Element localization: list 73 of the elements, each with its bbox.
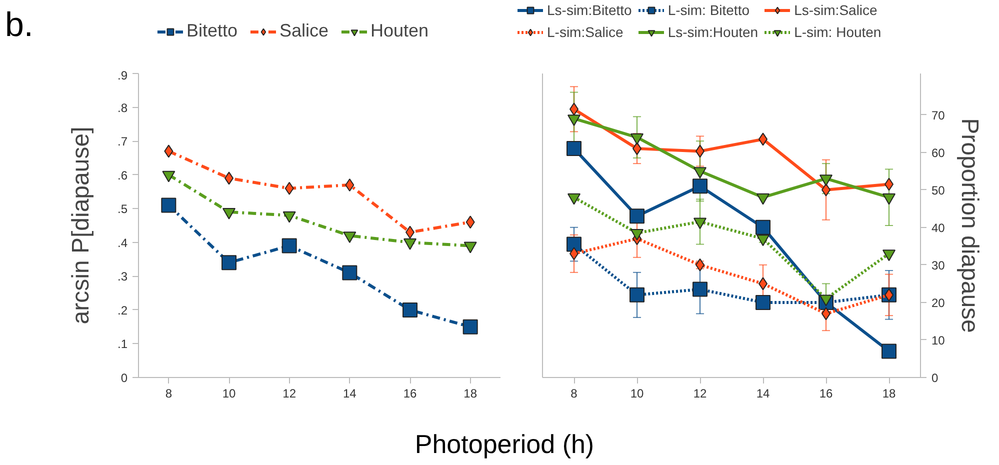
point	[222, 255, 236, 270]
x-axis-title: Photoperiod (h)	[414, 428, 594, 461]
y-tick-label: 0	[120, 371, 128, 385]
y2-tick-label: 0	[932, 371, 938, 385]
legend-label: Ls-sim:Salice	[794, 2, 878, 18]
point	[882, 250, 896, 262]
y-tick-label: .1	[117, 337, 128, 352]
legend-label: Salice	[279, 20, 329, 42]
y2-tick-label: 30	[932, 258, 946, 272]
x-tick-label: 12	[282, 386, 296, 400]
legend-label: L-sim: Houten	[794, 24, 882, 40]
point	[630, 287, 644, 302]
y2-tick-label: 60	[932, 146, 946, 160]
point	[630, 208, 644, 224]
point	[882, 193, 896, 205]
x-tick-label: 10	[222, 386, 236, 400]
point	[164, 144, 174, 158]
point	[820, 174, 832, 186]
point	[756, 294, 770, 310]
x-tick-label: 12	[693, 386, 707, 400]
point	[345, 178, 354, 192]
point	[692, 178, 708, 194]
point	[694, 218, 706, 230]
y2-tick-label: 20	[932, 296, 946, 310]
legend-label: L-sim: Bitetto	[668, 2, 750, 18]
point	[402, 302, 418, 318]
point	[466, 216, 475, 229]
x-tick-label: 16	[403, 386, 417, 400]
x-tick-label: 14	[342, 386, 357, 400]
y-tick-label: .6	[117, 168, 128, 182]
point	[756, 234, 770, 246]
y2-tick-label: 40	[932, 220, 946, 235]
point	[282, 238, 297, 254]
legend-label: Houten	[370, 20, 429, 42]
point	[694, 167, 706, 179]
point	[161, 198, 176, 213]
legend-label: Ls-sim:Houten	[668, 24, 758, 40]
y-tick-label: .7	[117, 134, 128, 149]
legend-label: Ls-sim:Bitetto	[547, 2, 632, 18]
y2-tick-label: 50	[932, 183, 946, 198]
y-tick-label: .5	[117, 202, 128, 216]
x-tick-label: 18	[882, 386, 896, 400]
point	[284, 182, 294, 195]
y-tick-label: .4	[117, 236, 128, 250]
legend-label: Bitetto	[186, 20, 238, 42]
x-tick-label: 10	[630, 386, 644, 400]
point	[566, 236, 582, 252]
point	[756, 193, 770, 205]
point	[692, 282, 708, 297]
y2-tick-label: 70	[932, 108, 946, 122]
point	[630, 229, 644, 240]
y-tick-label: .8	[117, 100, 128, 115]
x-tick-label: 14	[756, 386, 770, 400]
x-tick-label: 8	[570, 386, 578, 400]
point	[630, 133, 644, 145]
y2-axis-title: Proportion diapause	[956, 118, 983, 333]
text: b.	[5, 5, 34, 45]
y-tick-label: .3	[117, 270, 128, 284]
y-tick-label: .2	[117, 303, 128, 318]
y-axis-title: arcsin P[diapause]	[67, 126, 94, 324]
point	[882, 344, 896, 359]
point	[566, 141, 582, 156]
x-tick-label: 18	[464, 386, 478, 400]
x-tick-label: 8	[165, 386, 172, 400]
point	[462, 319, 478, 334]
point	[756, 220, 770, 235]
y-tick-label: .9	[117, 68, 128, 82]
point	[568, 114, 580, 126]
y2-tick-label: 10	[932, 333, 946, 348]
x-tick-label: 16	[819, 386, 833, 400]
point	[568, 193, 580, 205]
legend-label: L-sim:Salice	[547, 24, 624, 40]
point	[342, 265, 358, 280]
